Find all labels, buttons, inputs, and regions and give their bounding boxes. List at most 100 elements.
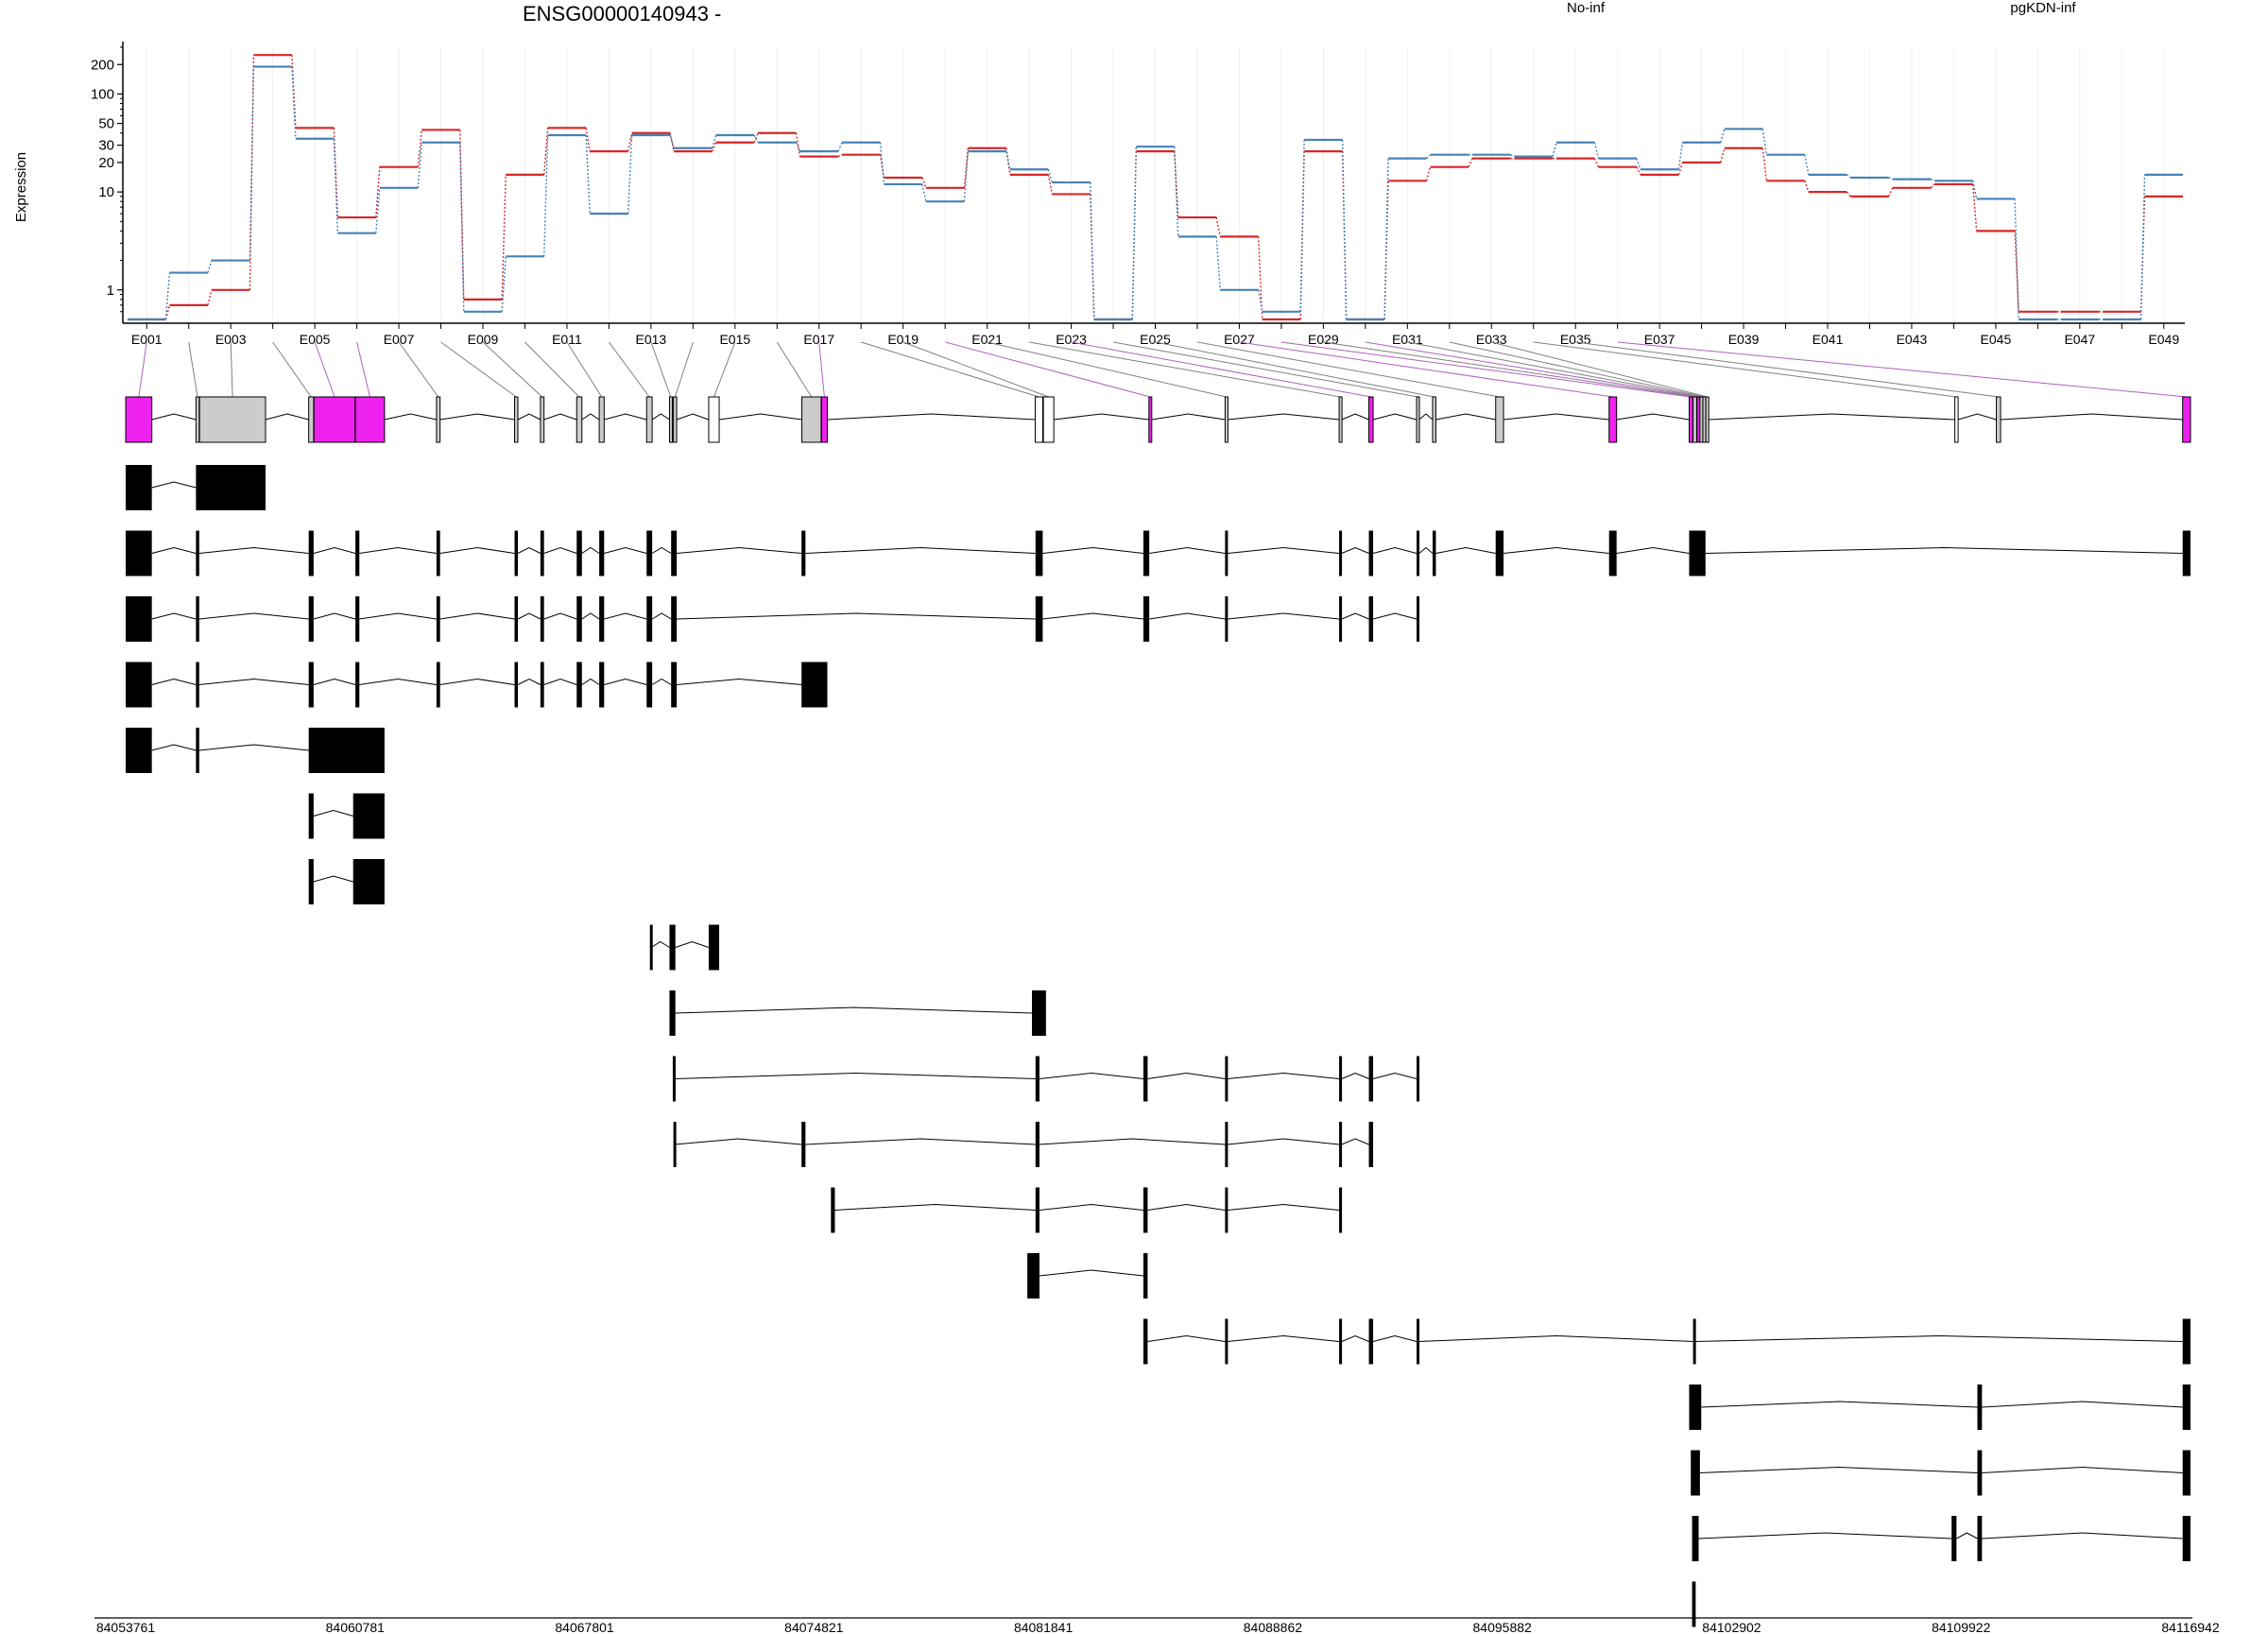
transcript-intron <box>359 546 437 554</box>
transcript-row <box>831 1187 1343 1233</box>
series-connector <box>1552 142 1557 157</box>
transcript-exon <box>126 662 152 708</box>
x-tick-label: E005 <box>300 332 331 347</box>
intron-line <box>1616 413 1690 421</box>
coord-label: 84081841 <box>1014 1620 1074 1634</box>
transcript-exon <box>599 662 605 708</box>
transcript-row <box>1692 1516 2191 1561</box>
transcript-exon <box>1417 1318 1420 1365</box>
gene-model-exon <box>514 396 519 443</box>
transcript-intron <box>198 744 309 751</box>
transcript-intron <box>1341 1138 1369 1145</box>
transcript-row <box>308 859 385 904</box>
y-tick-label: 100 <box>91 86 114 102</box>
transcript-exon <box>1692 1318 1696 1365</box>
transcript-exon <box>1143 1187 1148 1233</box>
transcript-row <box>673 1122 1374 1167</box>
transcript-exon <box>1691 1450 1700 1496</box>
transcript-exon <box>1339 1187 1343 1233</box>
series-connector <box>837 154 843 158</box>
exon-connector <box>398 341 439 398</box>
transcript-exon <box>540 530 544 576</box>
gene-model-exon <box>125 396 153 443</box>
transcript-intron <box>834 1203 1036 1211</box>
x-tick-label: E035 <box>1560 332 1591 347</box>
transcript-exon <box>540 662 544 708</box>
exon-connector <box>1112 341 1418 398</box>
series-connector <box>795 132 801 157</box>
gene-model-exon <box>1996 396 2002 443</box>
transcript-exon <box>436 530 440 576</box>
transcript-intron <box>1982 1466 2183 1473</box>
gene-model-exon <box>1702 396 1707 443</box>
intron-line <box>604 413 647 421</box>
transcript-exon <box>126 465 152 510</box>
x-tick-label: E023 <box>1056 332 1087 347</box>
transcript-exon <box>1977 1385 1983 1430</box>
series-connector <box>207 260 213 273</box>
transcript-intron <box>1149 612 1226 620</box>
transcript-exon <box>671 596 678 642</box>
series-connector <box>1047 174 1054 195</box>
transcript-exon <box>196 728 199 773</box>
series-connector <box>921 183 927 202</box>
transcript-row <box>1143 1318 2191 1365</box>
series-connector <box>291 66 297 139</box>
transcript-intron <box>650 940 670 948</box>
transcript-intron <box>1372 546 1418 554</box>
transcript-exon <box>1225 530 1228 576</box>
exon-connector <box>524 341 580 398</box>
series-connector <box>1888 177 1893 181</box>
gene-model-exon <box>576 396 583 443</box>
transcript-intron <box>1698 1532 1952 1539</box>
transcript-exon <box>1495 530 1504 576</box>
transcript-exon <box>126 728 152 773</box>
transcript-intron <box>1149 546 1226 554</box>
transcript-row <box>649 924 720 971</box>
transcript-exon <box>1339 1056 1343 1102</box>
exon-connector <box>818 341 825 398</box>
transcript-exon <box>599 596 605 642</box>
transcript-intron <box>1695 1334 2183 1342</box>
transcript-row <box>126 596 1420 642</box>
exon-connector <box>650 341 672 398</box>
coord-label: 84102902 <box>1702 1620 1761 1634</box>
gene-model-exon <box>1042 396 1055 443</box>
transcript-row <box>308 793 385 839</box>
transcript-exon <box>196 465 266 510</box>
series-connector <box>1257 236 1263 320</box>
transcript-intron <box>1228 1334 1340 1342</box>
transcript-exon <box>669 990 676 1036</box>
transcript-exon <box>196 530 199 576</box>
transcript-exon <box>1951 1516 1957 1561</box>
transcript-exon <box>576 662 582 708</box>
exon-connector <box>1280 341 1692 398</box>
transcript-exon <box>1977 1450 1983 1496</box>
x-tick-label: E017 <box>803 332 834 347</box>
intron-line <box>2001 413 2183 421</box>
transcript-intron <box>1228 1203 1340 1211</box>
exon-connector <box>1029 341 1341 398</box>
transcript-intron <box>543 678 577 685</box>
transcript-exon <box>1225 1056 1228 1102</box>
transcript-exon <box>649 924 653 971</box>
transcript-exon <box>1031 990 1046 1036</box>
chart-title: ENSG00000140943 - <box>523 2 721 26</box>
transcript-intron <box>517 678 541 685</box>
exon-connector <box>138 341 147 398</box>
transcript-intron <box>674 1138 802 1145</box>
exon-connector <box>987 341 1227 398</box>
coord-label: 84067801 <box>555 1620 614 1634</box>
transcript-row <box>672 1056 1420 1102</box>
series-connector <box>963 147 970 188</box>
x-tick-label: E037 <box>1644 332 1675 347</box>
series-connector <box>417 142 422 188</box>
x-tick-label: E039 <box>1728 332 1760 347</box>
transcript-exon <box>1689 530 1706 576</box>
y-tick-label: 10 <box>98 184 114 200</box>
legend-pgkdn-inf: pgKDN-inf <box>2010 0 2076 16</box>
series-connector <box>542 128 549 175</box>
coord-label: 84095882 <box>1473 1620 1533 1634</box>
transcript-row <box>126 530 2191 576</box>
gene-model-exon <box>1688 396 1693 443</box>
